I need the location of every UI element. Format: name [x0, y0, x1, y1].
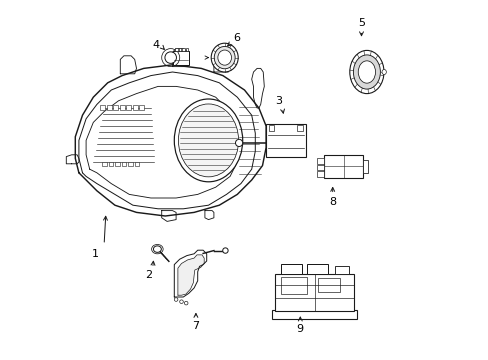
FancyBboxPatch shape — [126, 105, 131, 110]
Text: 6: 6 — [233, 33, 240, 43]
FancyBboxPatch shape — [317, 165, 324, 170]
FancyBboxPatch shape — [265, 124, 305, 157]
FancyBboxPatch shape — [268, 125, 274, 131]
FancyBboxPatch shape — [175, 48, 177, 51]
Text: 4: 4 — [152, 40, 160, 50]
Ellipse shape — [179, 300, 183, 303]
Polygon shape — [79, 72, 255, 209]
FancyBboxPatch shape — [120, 105, 124, 110]
FancyBboxPatch shape — [280, 264, 302, 274]
Ellipse shape — [211, 43, 238, 72]
Text: 2: 2 — [145, 270, 152, 280]
FancyBboxPatch shape — [334, 266, 348, 274]
Text: 5: 5 — [357, 18, 364, 28]
Ellipse shape — [353, 55, 380, 89]
Ellipse shape — [174, 99, 242, 182]
FancyBboxPatch shape — [133, 105, 137, 110]
Polygon shape — [213, 55, 228, 72]
Polygon shape — [172, 49, 188, 67]
Ellipse shape — [218, 50, 231, 65]
Ellipse shape — [184, 301, 187, 305]
Polygon shape — [178, 255, 204, 295]
Polygon shape — [204, 211, 213, 220]
Ellipse shape — [214, 46, 235, 69]
Ellipse shape — [174, 298, 178, 301]
FancyBboxPatch shape — [297, 125, 303, 131]
FancyBboxPatch shape — [317, 171, 324, 177]
Ellipse shape — [358, 61, 375, 83]
Text: 9: 9 — [296, 324, 303, 334]
FancyBboxPatch shape — [107, 105, 111, 110]
Text: 8: 8 — [328, 197, 336, 207]
FancyBboxPatch shape — [139, 105, 144, 110]
Ellipse shape — [164, 52, 176, 63]
Ellipse shape — [235, 139, 242, 147]
FancyBboxPatch shape — [307, 264, 328, 274]
Polygon shape — [174, 250, 206, 297]
FancyBboxPatch shape — [115, 162, 120, 166]
FancyBboxPatch shape — [182, 48, 184, 51]
FancyBboxPatch shape — [134, 162, 139, 166]
FancyBboxPatch shape — [101, 105, 105, 110]
FancyBboxPatch shape — [178, 48, 181, 51]
FancyBboxPatch shape — [113, 105, 118, 110]
FancyBboxPatch shape — [173, 51, 189, 65]
FancyBboxPatch shape — [185, 48, 188, 51]
Polygon shape — [120, 56, 136, 74]
Text: 1: 1 — [91, 249, 99, 259]
FancyBboxPatch shape — [323, 155, 363, 178]
Ellipse shape — [222, 248, 228, 253]
Ellipse shape — [153, 246, 161, 252]
FancyBboxPatch shape — [102, 162, 107, 166]
Polygon shape — [75, 65, 265, 216]
Polygon shape — [251, 68, 264, 108]
Ellipse shape — [349, 50, 383, 94]
Ellipse shape — [381, 69, 386, 75]
Text: 3: 3 — [275, 96, 282, 106]
FancyBboxPatch shape — [122, 162, 126, 166]
FancyBboxPatch shape — [275, 274, 354, 311]
Polygon shape — [86, 86, 241, 198]
FancyBboxPatch shape — [317, 158, 324, 164]
FancyBboxPatch shape — [363, 160, 367, 173]
Text: 7: 7 — [192, 321, 199, 331]
FancyBboxPatch shape — [108, 162, 113, 166]
Ellipse shape — [178, 104, 238, 177]
FancyBboxPatch shape — [128, 162, 133, 166]
Polygon shape — [66, 155, 79, 164]
Polygon shape — [162, 211, 176, 221]
FancyBboxPatch shape — [272, 310, 356, 319]
